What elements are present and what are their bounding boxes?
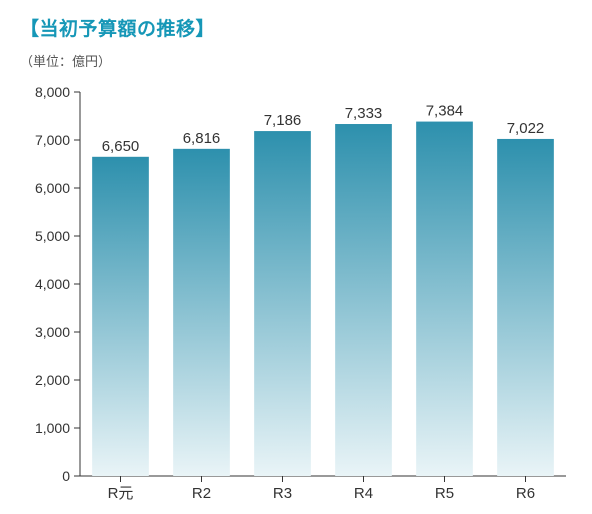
bar-chart-svg: 0 1,000 2,000 3,000 4,000 5,000 6,000 7,000 8,00… <box>20 74 572 500</box>
x-tick-label: R5 <box>435 485 454 500</box>
y-tick-label: 0 <box>62 468 70 484</box>
bar <box>92 157 149 476</box>
bar <box>335 124 392 476</box>
bar-value-label: 7,022 <box>507 120 545 137</box>
y-tick-label: 2,000 <box>35 372 70 388</box>
y-tick-label: 8,000 <box>35 84 70 100</box>
y-tick-label: 5,000 <box>35 228 70 244</box>
x-tick-label: R元 <box>108 485 134 500</box>
bar <box>416 122 473 476</box>
chart-title: 【当初予算額の推移】 <box>20 14 572 41</box>
chart-container: 【当初予算額の推移】 （単位：億円） 0 1,000 2,000 3,000 4,000… <box>0 0 592 514</box>
bar-value-label: 7,384 <box>426 103 464 120</box>
chart-plot: 0 1,000 2,000 3,000 4,000 5,000 6,000 7,000 8,00… <box>20 74 572 500</box>
x-tick-label: R3 <box>273 485 292 500</box>
x-tick-label: R4 <box>354 485 373 500</box>
bar-value-label: 7,333 <box>345 105 383 122</box>
y-tick-label: 1,000 <box>35 420 70 436</box>
x-tick-label: R2 <box>192 485 211 500</box>
unit-label: （単位：億円） <box>20 51 572 70</box>
bar-value-label: 6,816 <box>183 130 221 147</box>
y-tick-label: 4,000 <box>35 276 70 292</box>
bar-value-label: 6,650 <box>102 138 140 155</box>
bar <box>173 149 230 476</box>
x-tick-label: R6 <box>516 485 535 500</box>
y-tick-label: 3,000 <box>35 324 70 340</box>
bar <box>254 131 311 476</box>
bar-value-label: 7,186 <box>264 112 302 129</box>
bar <box>497 139 554 476</box>
y-tick-label: 7,000 <box>35 132 70 148</box>
y-tick-label: 6,000 <box>35 180 70 196</box>
